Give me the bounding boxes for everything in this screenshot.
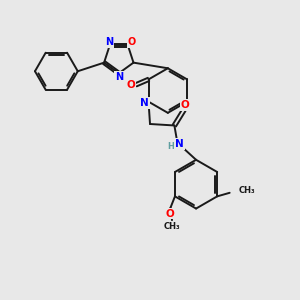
Text: N: N	[115, 72, 123, 82]
Text: H: H	[167, 142, 174, 151]
Text: N: N	[105, 37, 113, 47]
Text: CH₃: CH₃	[164, 223, 180, 232]
Text: O: O	[166, 208, 175, 219]
Text: N: N	[175, 139, 184, 149]
Text: N: N	[140, 98, 149, 108]
Text: CH₃: CH₃	[238, 186, 255, 195]
Text: O: O	[181, 100, 190, 110]
Text: O: O	[127, 38, 136, 47]
Text: O: O	[127, 80, 136, 90]
